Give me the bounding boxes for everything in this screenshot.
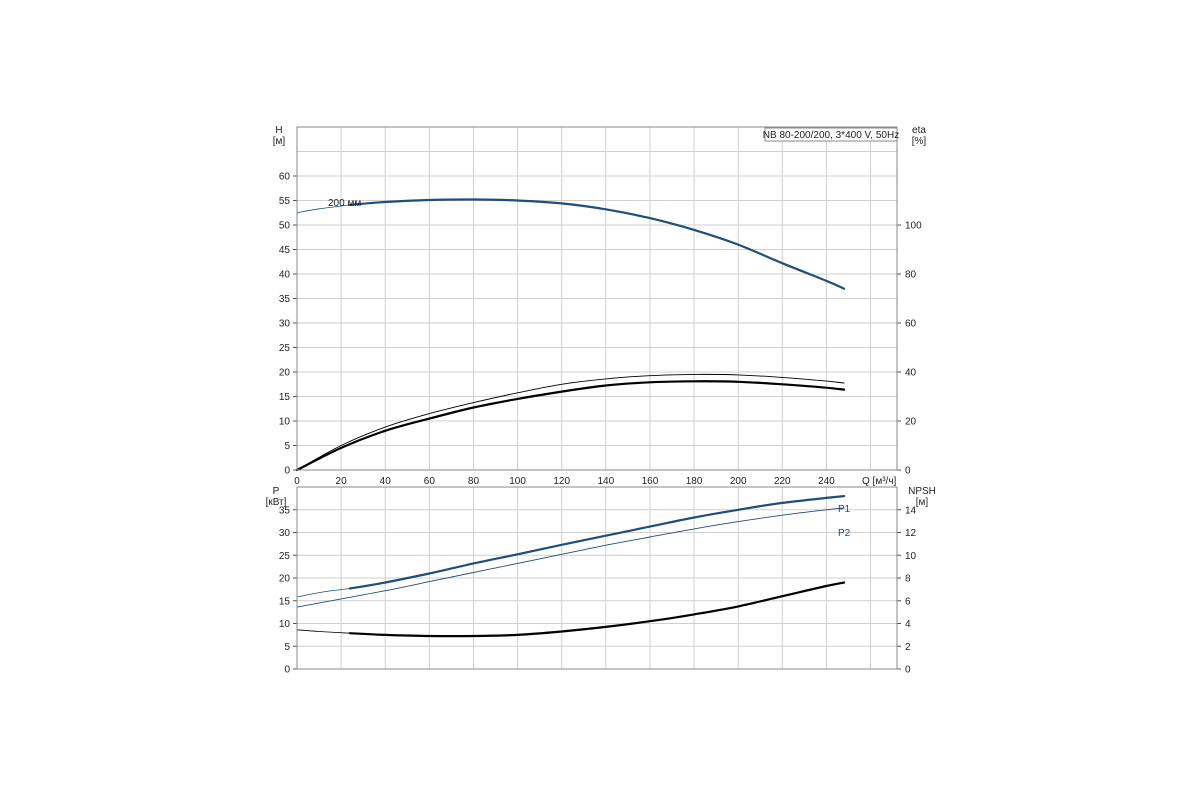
y-left-label-h: H	[275, 125, 282, 136]
y-right-tick-label: 14	[905, 505, 917, 516]
y-right-tick-label: 20	[905, 417, 917, 428]
y-left-tick-label: 60	[279, 172, 291, 183]
power-npsh-panel: 0 5 10 15 20 25 30 35 0 2 4 6 8 10 12 14 P [кВт] NPSH […	[266, 486, 936, 676]
y-left-tick-label: 55	[279, 196, 291, 207]
y-left-tick-label: 10	[279, 417, 291, 428]
y-left-tick-label: 25	[279, 551, 291, 562]
top-tick-labels: 0 5 10 15 20 25 30 35 40 45 50 55 60 0 20 40 60 80 100 0 20 4…	[279, 172, 922, 488]
x-tick-label: 40	[380, 476, 392, 487]
y-right-tick-label: 60	[905, 319, 917, 330]
y-right-tick-label: 2	[905, 642, 911, 653]
y-left-tick-label: 50	[279, 221, 291, 232]
x-tick-label: 100	[509, 476, 526, 487]
y-left-tick-label: 20	[279, 368, 291, 379]
y-left-tick-label: 35	[279, 294, 291, 305]
impeller-annotation: 200 мм	[328, 198, 361, 209]
x-tick-label: 20	[336, 476, 348, 487]
top-grid	[297, 127, 897, 470]
y-right-tick-label: 10	[905, 551, 917, 562]
y-left-tick-label: 30	[279, 528, 291, 539]
series-line-p1-ext	[296, 588, 351, 598]
y-left-tick-label: 10	[279, 619, 291, 630]
y-right-tick-label: 0	[905, 665, 911, 676]
series-label-p2: P2	[838, 528, 851, 539]
series-line-npsh-ext	[296, 629, 351, 634]
y-right-tick-label: 12	[905, 528, 917, 539]
series-line-h-ext	[296, 204, 351, 214]
y-right-label-npsh: NPSH	[908, 486, 936, 497]
y-right-tick-label: 40	[905, 368, 917, 379]
x-tick-label: 180	[686, 476, 703, 487]
x-tick-label: 120	[553, 476, 570, 487]
y-left-tick-label: 15	[279, 596, 291, 607]
y-left-tick-label: 40	[279, 270, 291, 281]
y-left-tick-label: 0	[284, 665, 290, 676]
x-tick-label: 200	[730, 476, 747, 487]
y-right-tick-label: 0	[905, 466, 911, 477]
y-left-tick-label: 15	[279, 392, 291, 403]
series-line-h	[348, 198, 846, 290]
x-tick-label: 80	[468, 476, 480, 487]
top-curves	[295, 198, 846, 472]
y-left-unit-kw: [кВт]	[266, 497, 287, 508]
x-axis-label: Q [м³/ч]	[862, 476, 897, 487]
bottom-plot-frame	[296, 486, 898, 670]
x-tick-label: 240	[818, 476, 835, 487]
y-right-tick-label: 6	[905, 596, 911, 607]
y-left-unit-m: [м]	[273, 136, 286, 147]
x-tick-label: 160	[642, 476, 659, 487]
series-label-p1: P1	[838, 504, 851, 515]
y-left-tick-label: 5	[284, 642, 290, 653]
y-right-tick-label: 8	[905, 574, 911, 585]
y-left-label-p: P	[273, 486, 280, 497]
y-right-label-eta: eta	[912, 125, 926, 136]
y-left-tick-label: 5	[284, 441, 290, 452]
head-efficiency-panel: 0 5 10 15 20 25 30 35 40 45 50 55 60 0 20 40 60 80 100 0 20 4…	[273, 125, 927, 487]
bottom-curves	[296, 495, 846, 638]
series-line-eta-thin	[296, 373, 845, 471]
series-line-p1	[348, 495, 846, 590]
bottom-grid	[297, 487, 897, 669]
y-left-tick-label: 20	[279, 574, 291, 585]
y-left-tick-label: 45	[279, 245, 291, 256]
y-right-tick-label: 4	[905, 619, 911, 630]
x-tick-label: 60	[424, 476, 436, 487]
top-plot-frame	[296, 126, 898, 471]
title-box	[764, 127, 898, 142]
series-line-p2	[296, 507, 845, 608]
x-tick-label: 0	[294, 476, 300, 487]
y-right-unit-percent: [%]	[912, 136, 927, 147]
y-left-tick-label: 30	[279, 319, 291, 330]
x-tick-label: 140	[597, 476, 614, 487]
y-right-unit-m: [м]	[916, 497, 929, 508]
y-left-tick-label: 0	[284, 466, 290, 477]
x-tick-label: 220	[774, 476, 791, 487]
series-line-eta	[295, 380, 846, 472]
y-left-tick-label: 35	[279, 505, 291, 516]
series-line-npsh	[348, 581, 846, 638]
y-right-tick-label: 100	[905, 221, 922, 232]
y-left-tick-label: 25	[279, 343, 291, 354]
bottom-tick-labels: 0 5 10 15 20 25 30 35 0 2 4 6 8 10 12 14	[279, 505, 917, 675]
chart-title: NB 80-200/200, 3*400 V, 50Hz	[763, 130, 899, 141]
y-right-tick-label: 80	[905, 270, 917, 281]
